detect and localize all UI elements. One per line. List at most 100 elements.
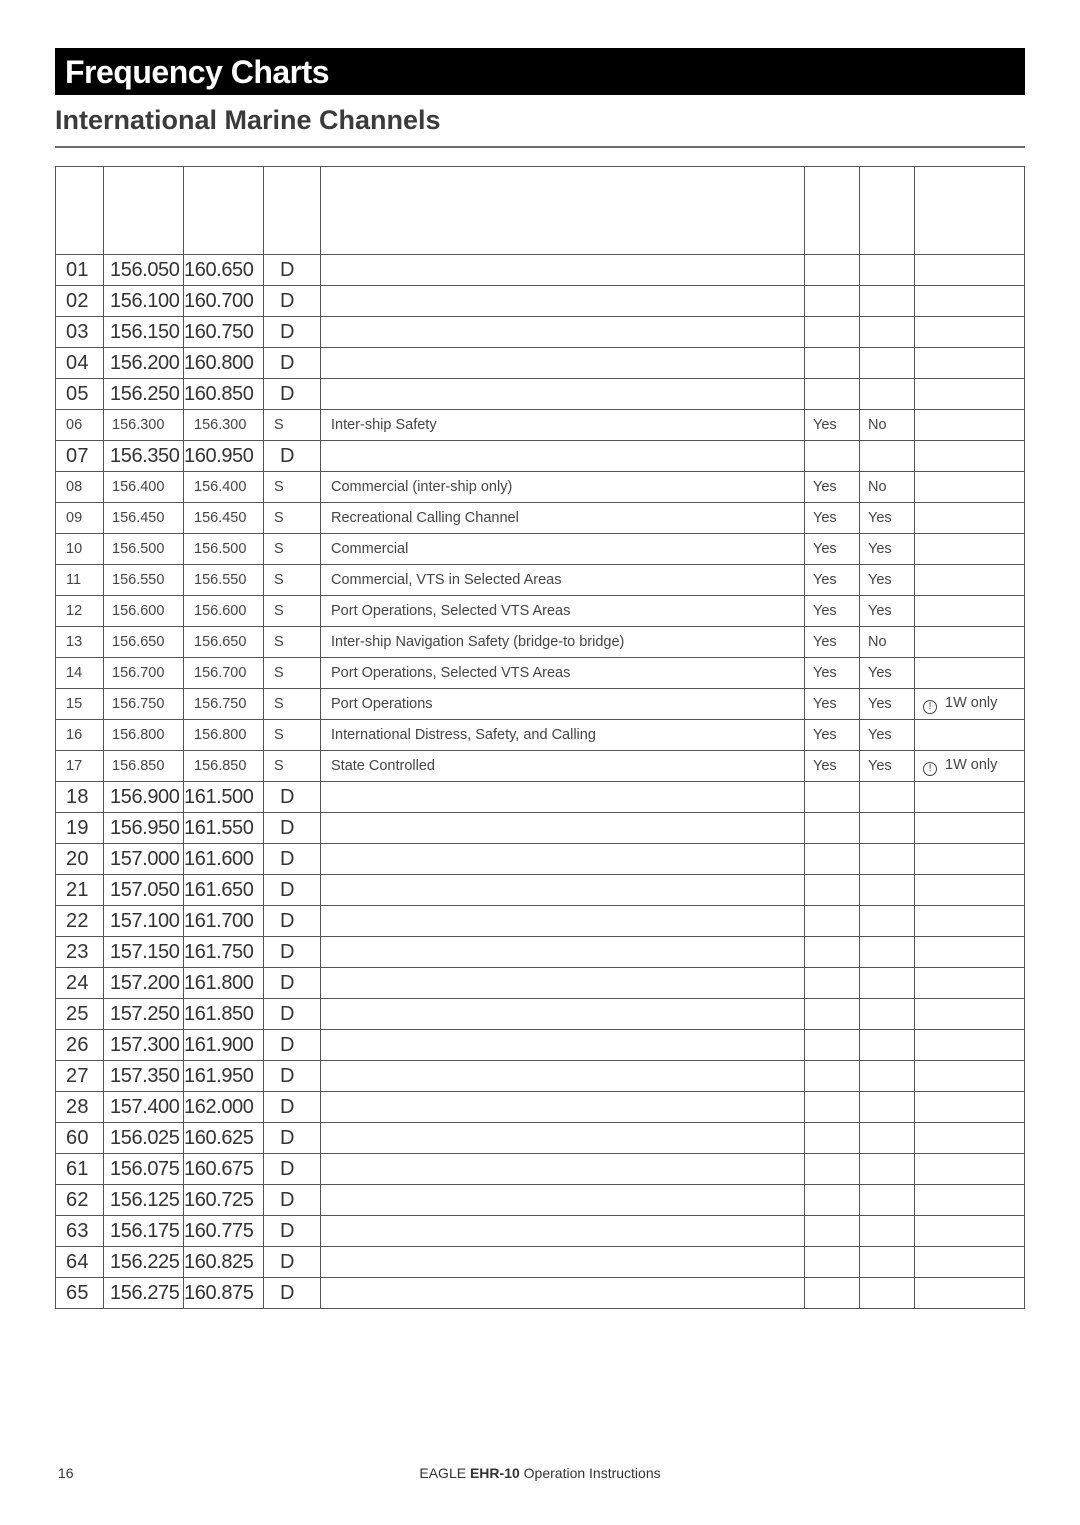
mode-cell: D — [264, 968, 321, 999]
freq2-cell: 156.450 — [184, 503, 264, 534]
channel-cell: 63 — [56, 1216, 104, 1247]
channel-cell: 25 — [56, 999, 104, 1030]
table-row: 64156.225160.825D — [56, 1247, 1025, 1278]
col7-cell — [860, 999, 915, 1030]
col7-cell — [860, 813, 915, 844]
note-cell — [915, 596, 1025, 627]
info-icon: ! — [923, 762, 937, 776]
col6-cell — [805, 317, 860, 348]
mode-cell: D — [264, 1092, 321, 1123]
col7-cell — [860, 1247, 915, 1278]
col7-cell — [860, 1123, 915, 1154]
usage-cell — [321, 782, 805, 813]
channel-cell: 01 — [56, 255, 104, 286]
freq2-cell: 161.700 — [184, 906, 264, 937]
mode-cell: D — [264, 286, 321, 317]
usage-cell: Commercial — [321, 534, 805, 565]
mode-cell: D — [264, 1247, 321, 1278]
col7-cell — [860, 906, 915, 937]
usage-cell — [321, 379, 805, 410]
note-cell — [915, 472, 1025, 503]
col7-cell — [860, 937, 915, 968]
table-row: 18156.900161.500D — [56, 782, 1025, 813]
page-footer: 16 EAGLE EHR-10 Operation Instructions — [0, 1465, 1080, 1481]
channel-cell: 16 — [56, 720, 104, 751]
channel-cell: 62 — [56, 1185, 104, 1216]
freq2-cell: 162.000 — [184, 1092, 264, 1123]
freq2-cell: 160.775 — [184, 1216, 264, 1247]
channel-cell: 27 — [56, 1061, 104, 1092]
freq2-cell: 160.825 — [184, 1247, 264, 1278]
col6-cell — [805, 1216, 860, 1247]
mode-cell: D — [264, 1185, 321, 1216]
table-row: 01156.050160.650D — [56, 255, 1025, 286]
col7-cell — [860, 286, 915, 317]
col6-cell: Yes — [805, 534, 860, 565]
table-row: 23157.150161.750D — [56, 937, 1025, 968]
col7-cell — [860, 317, 915, 348]
freq2-cell: 160.850 — [184, 379, 264, 410]
table-row: 13156.650156.650SInter-ship Navigation S… — [56, 627, 1025, 658]
col6-cell: Yes — [805, 596, 860, 627]
note-cell: ! 1W only — [915, 751, 1025, 782]
col7-cell: No — [860, 627, 915, 658]
freq2-cell: 156.400 — [184, 472, 264, 503]
mode-cell: S — [264, 534, 321, 565]
usage-cell — [321, 999, 805, 1030]
table-row: 09156.450156.450SRecreational Calling Ch… — [56, 503, 1025, 534]
freq1-cell: 156.275 — [104, 1278, 184, 1309]
channel-cell: 10 — [56, 534, 104, 565]
table-row: 19156.950161.550D — [56, 813, 1025, 844]
col6-cell: Yes — [805, 689, 860, 720]
col6-cell — [805, 1092, 860, 1123]
col6-cell — [805, 782, 860, 813]
mode-cell: D — [264, 441, 321, 472]
page-title: Frequency Charts — [65, 54, 329, 90]
mode-cell: D — [264, 813, 321, 844]
freq2-cell: 161.900 — [184, 1030, 264, 1061]
freq1-cell: 156.100 — [104, 286, 184, 317]
note-cell — [915, 1216, 1025, 1247]
note-cell — [915, 503, 1025, 534]
mode-cell: D — [264, 937, 321, 968]
mode-cell: D — [264, 906, 321, 937]
freq2-cell: 156.700 — [184, 658, 264, 689]
mode-cell: S — [264, 410, 321, 441]
usage-cell — [321, 441, 805, 472]
col6-cell — [805, 1278, 860, 1309]
channel-cell: 09 — [56, 503, 104, 534]
col6-cell: Yes — [805, 503, 860, 534]
table-row: 24157.200161.800D — [56, 968, 1025, 999]
col7-cell: Yes — [860, 534, 915, 565]
mode-cell: D — [264, 1154, 321, 1185]
table-row: 20157.000161.600D — [56, 844, 1025, 875]
freq2-cell: 160.750 — [184, 317, 264, 348]
channel-cell: 08 — [56, 472, 104, 503]
table-row: 11156.550156.550SCommercial, VTS in Sele… — [56, 565, 1025, 596]
col6-cell — [805, 286, 860, 317]
col6-cell — [805, 1185, 860, 1216]
usage-cell — [321, 286, 805, 317]
note-cell — [915, 410, 1025, 441]
channel-cell: 60 — [56, 1123, 104, 1154]
col6-cell — [805, 844, 860, 875]
freq2-cell: 160.625 — [184, 1123, 264, 1154]
channel-cell: 11 — [56, 565, 104, 596]
usage-cell — [321, 1185, 805, 1216]
table-row: 65156.275160.875D — [56, 1278, 1025, 1309]
freq2-cell: 156.550 — [184, 565, 264, 596]
freq2-cell: 161.500 — [184, 782, 264, 813]
channel-cell: 28 — [56, 1092, 104, 1123]
channel-cell: 24 — [56, 968, 104, 999]
col6-cell — [805, 441, 860, 472]
freq2-cell: 160.700 — [184, 286, 264, 317]
note-cell — [915, 1278, 1025, 1309]
channel-cell: 13 — [56, 627, 104, 658]
channel-cell: 14 — [56, 658, 104, 689]
note-cell — [915, 1247, 1025, 1278]
channel-cell: 21 — [56, 875, 104, 906]
mode-cell: D — [264, 782, 321, 813]
freq1-cell: 156.900 — [104, 782, 184, 813]
table-row: 63156.175160.775D — [56, 1216, 1025, 1247]
note-cell — [915, 782, 1025, 813]
